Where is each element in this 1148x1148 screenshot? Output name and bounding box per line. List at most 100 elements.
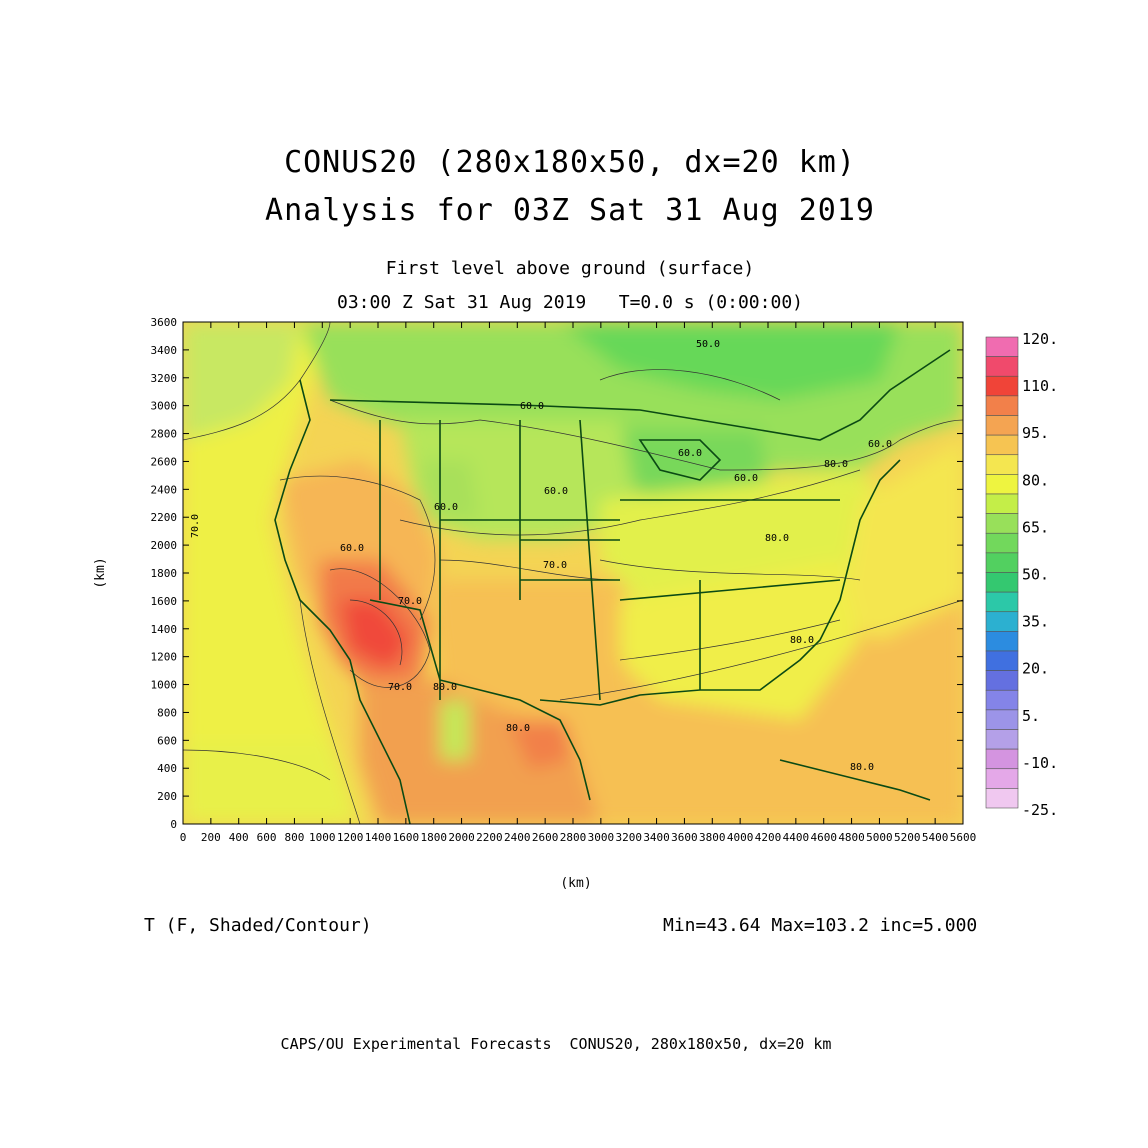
x-tick-label: 1800 — [420, 831, 447, 844]
x-tick-label: 4600 — [810, 831, 837, 844]
x-tick-label: 3000 — [588, 831, 615, 844]
colorbar-swatch — [985, 454, 1019, 475]
x-tick-label: 0 — [180, 831, 187, 844]
y-tick-label: 3000 — [151, 400, 178, 413]
colorbar: 120. 110. 95. 80. 65. 50. 35. 20. 5. -10. -25. — [985, 330, 1058, 819]
y-tick-label: 1400 — [151, 623, 178, 636]
contour-label: 50.0 — [696, 339, 720, 350]
x-tick-label: 5200 — [894, 831, 921, 844]
contour-label: 60.0 — [868, 439, 892, 450]
x-tick-label: 3600 — [671, 831, 698, 844]
x-tick-label: 3400 — [643, 831, 670, 844]
colorbar-label: 120. — [1022, 330, 1058, 348]
contour-label: 80.0 — [850, 762, 874, 773]
y-tick-label: 2600 — [151, 455, 178, 468]
y-tick-label: 2200 — [151, 511, 178, 524]
contour-label: 60.0 — [734, 473, 758, 484]
x-tick-label: 4800 — [838, 831, 865, 844]
colorbar-swatch — [985, 709, 1019, 730]
y-tick-label: 3200 — [151, 372, 178, 385]
shaded-field — [183, 322, 963, 824]
contour-label: 80.0 — [433, 682, 457, 693]
contour-label: 60.0 — [678, 448, 702, 459]
min-max-stats: Min=43.64 Max=103.2 inc=5.000 — [663, 915, 978, 936]
colorbar-label: -25. — [1022, 801, 1058, 819]
x-tick-label: 2800 — [560, 831, 587, 844]
variable-label: T (F, Shaded/Contour) — [144, 915, 372, 936]
colorbar-swatch — [985, 788, 1019, 809]
contour-label: 60.0 — [544, 486, 568, 497]
y-axis: 0 200 400 600 800 1000 1200 1400 1600 1800 2000 220… — [151, 316, 963, 831]
colorbar-swatch — [985, 611, 1019, 632]
contour-label: 60.0 — [340, 543, 364, 554]
y-tick-label: 1600 — [151, 595, 178, 608]
y-tick-label: 800 — [157, 706, 177, 719]
colorbar-swatch — [985, 493, 1019, 514]
y-tick-label: 3400 — [151, 344, 178, 357]
colorbar-swatch — [985, 375, 1019, 397]
x-tick-label: 600 — [257, 831, 277, 844]
subtitle-line-2: 03:00 Z Sat 31 Aug 2019 T=0.0 s (0:00:00… — [337, 292, 803, 313]
y-axis-label: (km) — [93, 557, 108, 588]
contour-label: 70.0 — [190, 514, 201, 538]
contour-label: 70.0 — [543, 560, 567, 571]
x-axis-label: (km) — [560, 876, 591, 891]
contour-label: 80.0 — [824, 459, 848, 470]
x-tick-label: 1400 — [365, 831, 392, 844]
colorbar-label: 110. — [1022, 377, 1058, 395]
x-tick-label: 5400 — [922, 831, 949, 844]
colorbar-label: 35. — [1022, 613, 1049, 631]
contour-label-layer: 50.0 60.0 60.0 60.0 60.0 70.0 70.0 70.0 70.0 80.0… — [190, 339, 892, 773]
x-tick-label: 3800 — [699, 831, 726, 844]
y-tick-label: 200 — [157, 790, 177, 803]
colorbar-swatch — [985, 415, 1019, 436]
colorbar-swatch — [985, 650, 1019, 671]
y-tick-label: 1200 — [151, 651, 178, 664]
contour-label: 70.0 — [398, 596, 422, 607]
colorbar-swatch — [985, 729, 1019, 750]
y-tick-label: 1800 — [151, 567, 178, 580]
x-tick-label: 2600 — [532, 831, 559, 844]
y-tick-label: 0 — [170, 818, 177, 831]
colorbar-swatch — [985, 591, 1019, 613]
x-tick-label: 4200 — [755, 831, 782, 844]
colorbar-label: -10. — [1022, 754, 1058, 772]
x-tick-label: 200 — [201, 831, 221, 844]
colorbar-swatch — [985, 631, 1019, 652]
contour-lines — [183, 322, 963, 824]
colorbar-swatch — [985, 356, 1019, 377]
geography-outlines — [274, 349, 951, 824]
y-tick-label: 2800 — [151, 428, 178, 441]
colorbar-label: 5. — [1022, 707, 1040, 725]
subtitle-line-1: First level above ground (surface) — [385, 258, 755, 279]
x-tick-label: 2000 — [448, 831, 475, 844]
contour-label: 70.0 — [388, 682, 412, 693]
colorbar-swatch — [985, 748, 1019, 770]
colorbar-swatch — [985, 552, 1019, 573]
footer-credit: CAPS/OU Experimental Forecasts CONUS20, … — [280, 1035, 832, 1053]
x-tick-label: 800 — [284, 831, 304, 844]
y-tick-label: 3600 — [151, 316, 178, 329]
x-tick-label: 2400 — [504, 831, 531, 844]
colorbar-swatch — [985, 572, 1019, 593]
colorbar-label: 50. — [1022, 566, 1049, 584]
y-tick-label: 1000 — [151, 679, 178, 692]
colorbar-label: 80. — [1022, 471, 1049, 489]
contour-label: 60.0 — [520, 401, 544, 412]
y-tick-label: 2400 — [151, 483, 178, 496]
colorbar-label: 20. — [1022, 660, 1049, 678]
colorbar-swatch — [985, 689, 1019, 711]
colorbar-swatch — [985, 434, 1019, 456]
y-tick-label: 600 — [157, 734, 177, 747]
x-tick-label: 1000 — [309, 831, 336, 844]
x-tick-label: 5600 — [950, 831, 977, 844]
x-tick-label: 3200 — [615, 831, 642, 844]
x-tick-label: 5000 — [866, 831, 893, 844]
x-tick-label: 1200 — [337, 831, 364, 844]
x-tick-label: 2200 — [476, 831, 503, 844]
contour-label: 80.0 — [790, 635, 814, 646]
x-tick-label: 4400 — [783, 831, 810, 844]
x-tick-label: 400 — [229, 831, 249, 844]
contour-label: 80.0 — [506, 723, 530, 734]
